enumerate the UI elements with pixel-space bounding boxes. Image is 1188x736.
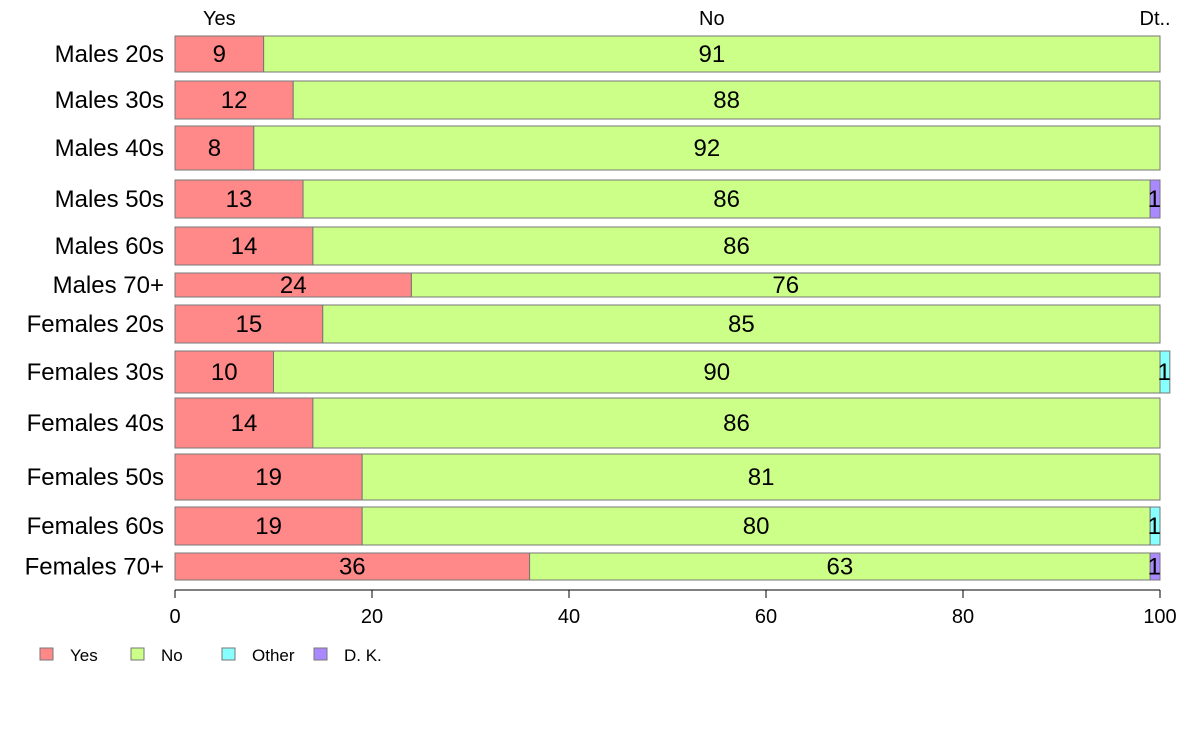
legend-label: No — [161, 646, 183, 665]
bar-segment — [174, 272, 412, 298]
x-tick-label: 60 — [755, 606, 777, 628]
legend-label: D. K. — [344, 646, 382, 665]
data-label: 10 — [211, 359, 238, 386]
data-label: 1 — [1157, 359, 1170, 386]
x-tick-label: 20 — [361, 606, 383, 628]
bar-segment — [302, 179, 1151, 219]
legend-swatch — [313, 647, 328, 661]
x-tick-label: 100 — [1143, 606, 1176, 628]
bar-segment — [174, 80, 294, 120]
legend-label: Yes — [70, 646, 98, 665]
bar-segment — [174, 35, 265, 73]
bar-segment — [1159, 350, 1171, 394]
data-label: 14 — [231, 233, 258, 260]
bar-segment — [529, 552, 1151, 581]
bar-segment — [1149, 552, 1161, 581]
category-label: Males 30s — [55, 87, 164, 114]
data-label: 76 — [772, 272, 799, 299]
bar-segment — [174, 397, 314, 449]
category-label: Females 40s — [27, 410, 164, 437]
legend-swatch — [221, 647, 236, 661]
data-label: 1 — [1148, 186, 1161, 213]
legend-swatch — [130, 647, 145, 661]
x-tick-label: 0 — [169, 606, 180, 628]
data-label: 15 — [236, 311, 263, 338]
data-label: 1 — [1148, 513, 1161, 540]
data-label: 80 — [743, 513, 770, 540]
data-label: 19 — [255, 464, 282, 491]
bar-segment — [322, 304, 1161, 344]
data-label: 91 — [698, 41, 725, 68]
bar-segment — [361, 453, 1161, 501]
data-label: 63 — [827, 554, 854, 581]
data-label: 86 — [723, 410, 750, 437]
data-label: 8 — [208, 135, 221, 162]
data-label: 92 — [694, 135, 721, 162]
category-label: Males 70+ — [53, 272, 164, 299]
category-label: Females 60s — [27, 513, 164, 540]
data-label: 9 — [213, 41, 226, 68]
category-label: Females 20s — [27, 311, 164, 338]
bar-segment — [174, 179, 304, 219]
bar-segment — [312, 397, 1161, 449]
bar-segment — [174, 552, 531, 581]
category-label: Females 70+ — [25, 554, 164, 581]
data-label: 85 — [728, 311, 755, 338]
x-tick-label: 40 — [558, 606, 580, 628]
top-series-label: Yes — [203, 8, 236, 30]
data-label: 24 — [280, 272, 307, 299]
data-label: 1 — [1148, 554, 1161, 581]
category-label: Males 50s — [55, 186, 164, 213]
bar-segment — [174, 350, 274, 394]
bar-segment — [253, 125, 1161, 171]
bar-segment — [410, 272, 1161, 298]
data-label: 86 — [713, 186, 740, 213]
bar-segment — [263, 35, 1161, 73]
legend-swatch — [39, 647, 54, 661]
bar-segment — [312, 226, 1161, 266]
category-label: Males 40s — [55, 135, 164, 162]
data-label: 13 — [226, 186, 253, 213]
top-series-label: Dt.. — [1140, 8, 1171, 30]
data-label: 88 — [713, 87, 740, 114]
data-label: 14 — [231, 410, 258, 437]
data-label: 19 — [255, 513, 282, 540]
data-label: 81 — [748, 464, 775, 491]
bar-segment — [174, 226, 314, 266]
bar-segment — [174, 304, 324, 344]
x-tick-label: 80 — [952, 606, 974, 628]
category-label: Males 20s — [55, 41, 164, 68]
data-label: 86 — [723, 233, 750, 260]
bar-segment — [174, 453, 363, 501]
data-label: 90 — [703, 359, 730, 386]
data-label: 12 — [221, 87, 248, 114]
bar-segment — [1149, 179, 1161, 219]
data-label: 36 — [339, 554, 366, 581]
category-label: Males 60s — [55, 233, 164, 260]
top-series-label: No — [699, 8, 725, 30]
bar-segment — [361, 506, 1151, 546]
category-label: Females 30s — [27, 359, 164, 386]
bar-segment — [174, 125, 255, 171]
legend-label: Other — [252, 646, 295, 665]
bar-segment — [1149, 506, 1161, 546]
category-label: Females 50s — [27, 464, 164, 491]
bar-segment — [292, 80, 1161, 120]
